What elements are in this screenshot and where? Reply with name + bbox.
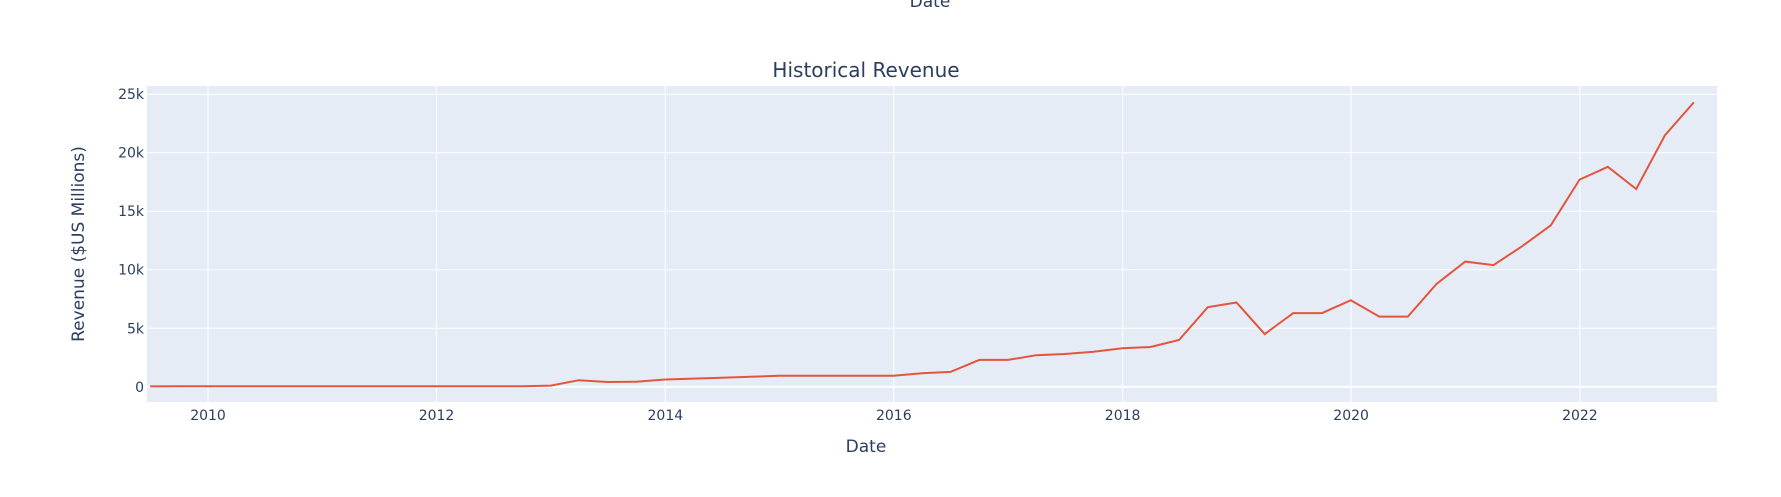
x-axis-ticks: 2010 2012 2014 2016 2018 2020 2022 (190, 408, 1598, 424)
y-tick-label: 20k (118, 146, 145, 162)
y-tick-label: 25k (118, 87, 145, 103)
chart-title: Historical Revenue (772, 58, 959, 82)
x-tick-label: 2016 (876, 408, 912, 424)
y-axis-label: Revenue ($US Millions) (69, 146, 89, 342)
y-tick-label: 10k (118, 263, 145, 279)
y-tick-label: 15k (118, 204, 145, 220)
x-axis-label: Date (846, 437, 887, 457)
x-tick-label: 2012 (419, 408, 455, 424)
x-tick-label: 2014 (648, 408, 684, 424)
top-partial-axis-label: Date (909, 0, 951, 12)
y-tick-label: 5k (127, 321, 145, 337)
y-tick-label: 0 (135, 380, 144, 396)
revenue-series-line (150, 101, 1695, 388)
plot-background (147, 86, 1717, 402)
x-tick-label: 2010 (190, 408, 226, 424)
x-tick-label: 2018 (1105, 408, 1141, 424)
x-tick-label: 2022 (1562, 408, 1598, 424)
y-axis-ticks: 0 5k 10k 15k 20k 25k (118, 87, 145, 396)
x-tick-label: 2020 (1333, 408, 1369, 424)
